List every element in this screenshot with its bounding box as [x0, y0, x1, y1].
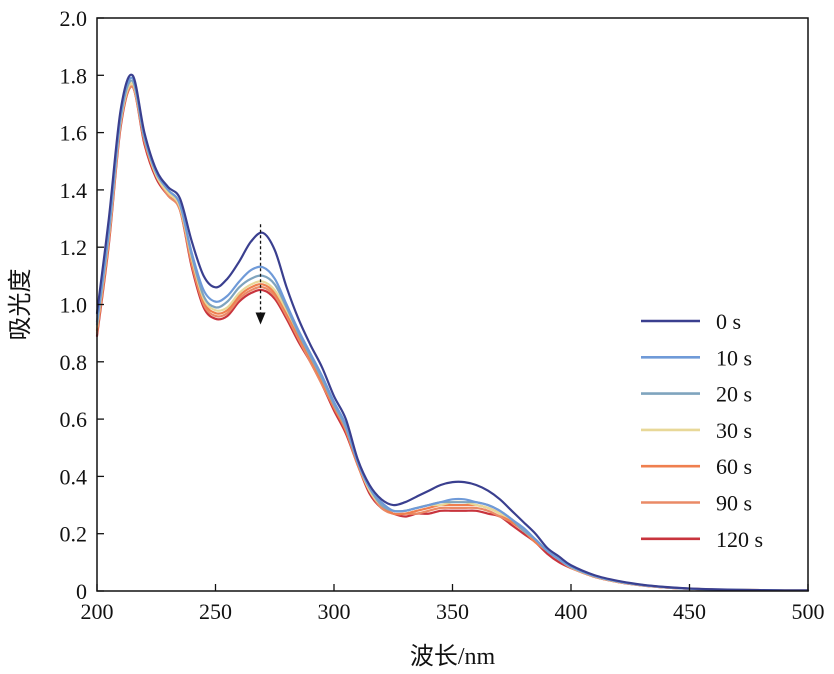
y-axis-title: 吸光度	[7, 269, 34, 341]
series-line-10s	[95, 76, 810, 592]
y-axis-ticks: 0 0.2 0.4 0.6 0.8 1.0 1.2 1.4 1.6 1.8 2.0	[60, 6, 104, 604]
y-tick-label: 0.8	[60, 350, 88, 375]
legend-label: 90 s	[716, 491, 752, 516]
series-line-30s	[95, 82, 810, 592]
decrease-arrow-head	[255, 312, 266, 325]
x-tick-label: 500	[792, 599, 825, 624]
annotation-layer	[255, 224, 266, 325]
y-tick-label: 1.8	[60, 63, 88, 88]
x-axis-ticks: 200 250 300 350 400 450 500	[81, 584, 825, 624]
series-layer	[95, 73, 810, 592]
y-tick-label: 0.2	[60, 522, 88, 547]
series-line-20s	[95, 79, 810, 592]
legend-label: 10 s	[716, 345, 752, 370]
y-tick-label: 0.6	[60, 407, 88, 432]
series-line-90s	[95, 85, 810, 592]
x-tick-label: 400	[555, 599, 588, 624]
x-axis-title: 波长/nm	[410, 643, 496, 670]
x-tick-label: 250	[199, 599, 232, 624]
y-tick-label: 0	[76, 579, 87, 604]
y-tick-label: 1.4	[60, 178, 88, 203]
y-tick-label: 0.4	[60, 464, 88, 489]
x-tick-label: 450	[673, 599, 706, 624]
series-line-60s	[95, 82, 810, 592]
series-line-120s	[95, 85, 810, 592]
y-tick-label: 1.2	[60, 235, 88, 260]
legend-label: 120 s	[716, 527, 763, 552]
legend-label: 20 s	[716, 382, 752, 407]
legend-label: 60 s	[716, 454, 752, 479]
legend-label: 30 s	[716, 418, 752, 443]
x-tick-label: 300	[318, 599, 351, 624]
legend-label: 0 s	[716, 309, 741, 334]
y-tick-label: 1.0	[60, 293, 88, 318]
y-tick-label: 2.0	[60, 6, 88, 31]
x-tick-label: 350	[436, 599, 469, 624]
series-line-0s	[95, 73, 810, 592]
x-tick-label: 200	[81, 599, 114, 624]
y-tick-label: 1.6	[60, 121, 88, 146]
legend: 0 s 10 s 20 s 30 s 60 s 90 s 120 s	[641, 309, 763, 552]
